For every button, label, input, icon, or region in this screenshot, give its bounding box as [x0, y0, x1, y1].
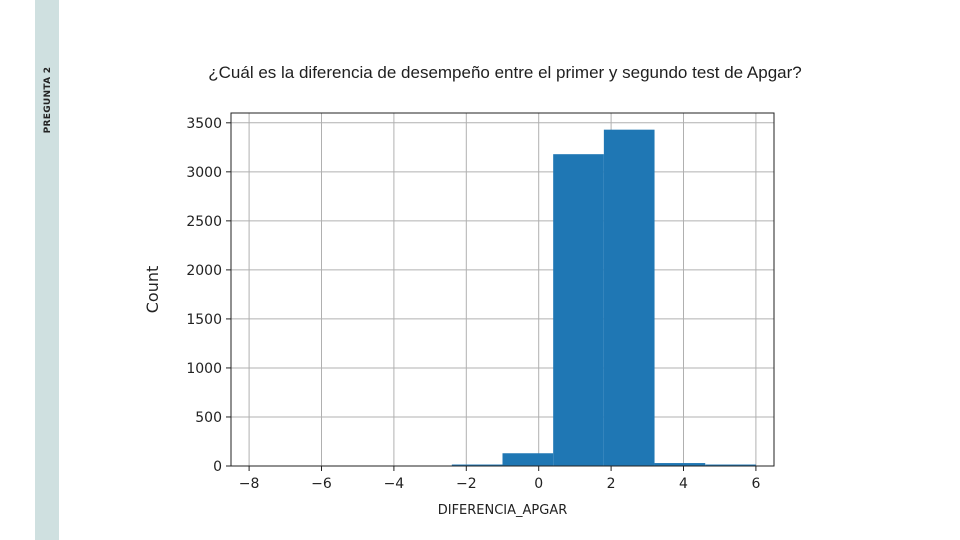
bars-layer — [249, 129, 756, 467]
y-tick-label: 3500 — [186, 116, 222, 132]
x-tick-label: −6 — [311, 476, 332, 492]
y-tick-label: 1000 — [186, 361, 222, 377]
x-tick-label: −8 — [239, 476, 260, 492]
y-tick-label: 3000 — [186, 165, 222, 181]
y-tick-label: 500 — [195, 410, 222, 426]
side-band — [35, 0, 59, 540]
slide-title: ¿Cuál es la diferencia de desempeño entr… — [208, 63, 802, 82]
histogram-bar — [553, 154, 604, 466]
grid-layer — [231, 113, 774, 467]
x-tick-label: −2 — [456, 476, 477, 492]
histogram-bar — [654, 463, 706, 466]
histogram-bar — [502, 453, 554, 466]
histogram-bar — [705, 464, 756, 466]
x-tick-label: −4 — [384, 476, 405, 492]
x-tick-label: 0 — [534, 476, 543, 492]
x-tick-label: 4 — [679, 476, 688, 492]
y-axis-label: Count — [143, 266, 162, 314]
histogram-bar — [451, 464, 503, 466]
y-tick-label: 0 — [213, 459, 222, 475]
plot-frame — [230, 112, 775, 467]
x-tick-label: 2 — [607, 476, 616, 492]
histogram-bar — [603, 129, 655, 467]
y-tick-label: 2000 — [186, 263, 222, 279]
y-tick-label: 2500 — [186, 214, 222, 230]
y-tick-label: 1500 — [186, 312, 222, 328]
ticks-layer: −8 −6 −4 −2 0 2 4 6 0 500 1000 1500 2000 2500 3000 3500 — [186, 116, 760, 492]
x-tick-label: 6 — [751, 476, 760, 492]
x-axis-label: DIFERENCIA_APGAR — [438, 503, 568, 518]
